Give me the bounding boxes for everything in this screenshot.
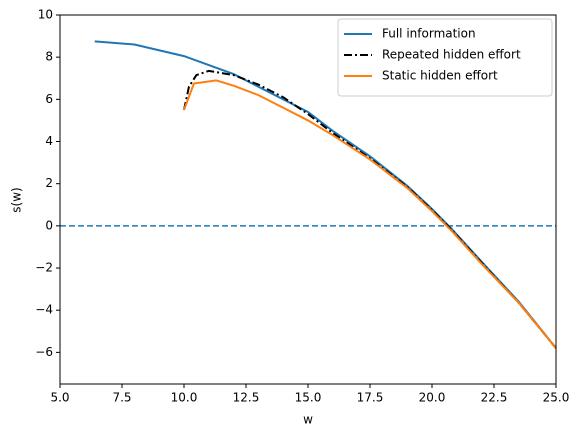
y-tick-label: −2 <box>35 261 53 275</box>
legend-label: Static hidden effort <box>382 69 498 83</box>
y-tick-label: −4 <box>35 303 53 317</box>
x-tick-label: 17.5 <box>357 391 384 405</box>
y-tick-label: 4 <box>45 134 53 148</box>
y-tick-label: 8 <box>45 50 53 64</box>
legend-label: Full information <box>382 27 476 41</box>
y-tick-label: 2 <box>45 176 53 190</box>
x-tick-label: 25.0 <box>543 391 570 405</box>
x-axis-label: w <box>303 413 313 427</box>
line-series <box>183 69 557 349</box>
y-tick-label: 10 <box>38 8 53 22</box>
line-series <box>94 40 557 349</box>
x-tick-label: 7.5 <box>112 391 131 405</box>
x-tick-label: 5.0 <box>50 391 69 405</box>
x-tick-label: 12.5 <box>233 391 260 405</box>
y-tick-label: −6 <box>35 345 53 359</box>
legend-box <box>337 18 553 97</box>
legend-label: Repeated hidden effort <box>382 48 521 62</box>
x-tick-label: 20.0 <box>419 391 446 405</box>
y-tick-label: 6 <box>45 92 53 106</box>
x-tick-label: 10.0 <box>171 391 198 405</box>
plot-frame <box>59 14 557 385</box>
y-tick-label: 0 <box>45 218 53 232</box>
y-axis-label: s(w) <box>10 187 24 212</box>
x-tick-label: 22.5 <box>481 391 508 405</box>
x-tick-label: 15.0 <box>295 391 322 405</box>
line-series <box>183 79 557 349</box>
